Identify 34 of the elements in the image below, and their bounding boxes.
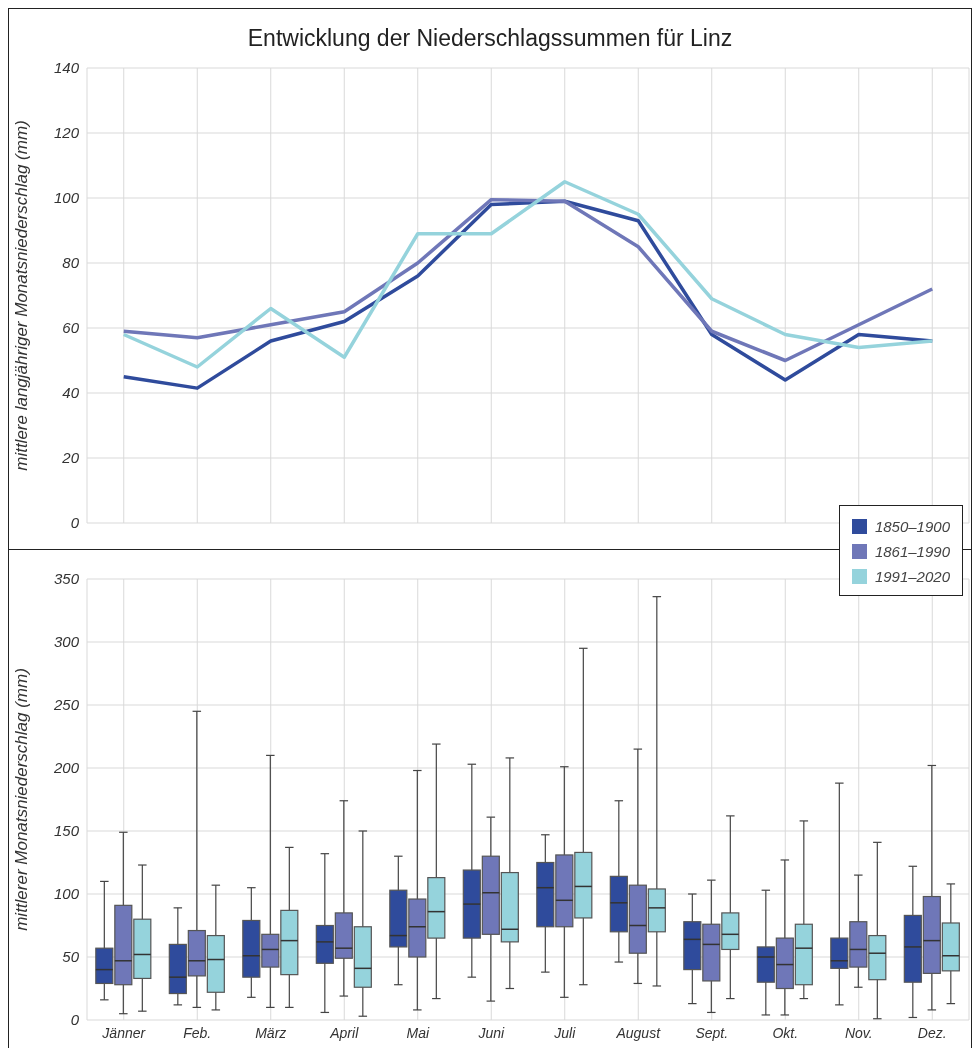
legend-label: 1861–1990 (874, 543, 950, 560)
y-tick-label: 50 (62, 948, 80, 966)
y-tick-label: 40 (62, 384, 80, 402)
y-tick-label: 140 (53, 59, 80, 77)
y-axis-title: mittlerer Monatsniederschlag (mm) (12, 668, 32, 931)
x-tick-label: Feb. (183, 1024, 212, 1041)
x-tick-label: Mai (406, 1024, 430, 1041)
chart-title: Entwicklung der Niederschlagssummen für Linz (246, 25, 734, 52)
x-tick-label: Nov. (844, 1024, 873, 1041)
x-tick-label: März (255, 1024, 287, 1041)
y-axis-title: mittlere langjähriger Monatsniederschlag (mm) (12, 120, 32, 471)
y-tick-label: 100 (53, 189, 80, 207)
x-tick-label: April (329, 1024, 360, 1041)
y-tick-label: 60 (62, 319, 80, 337)
y-tick-label: 200 (52, 759, 80, 777)
y-tick-label: 20 (61, 449, 80, 467)
y-tick-label: 300 (53, 633, 80, 651)
y-tick-label: 250 (52, 696, 80, 714)
y-tick-label: 80 (62, 254, 80, 272)
y-tick-label: 120 (53, 124, 80, 142)
x-tick-label: Dez. (917, 1024, 947, 1041)
x-tick-label: Sept. (695, 1024, 729, 1041)
x-tick-label: August (615, 1024, 662, 1041)
y-tick-label: 350 (53, 570, 80, 588)
legend-label: 1850–1900 (874, 518, 950, 535)
x-tick-label: Juni (477, 1024, 505, 1041)
y-tick-label: 100 (53, 885, 80, 903)
x-tick-label: Jänner (101, 1024, 147, 1041)
y-tick-label: 150 (53, 822, 80, 840)
y-tick-label: 0 (70, 514, 80, 532)
x-tick-label: Juli (553, 1024, 577, 1041)
x-tick-label: Okt. (772, 1024, 799, 1041)
y-tick-label: 0 (70, 1011, 80, 1029)
legend-label: 1991–2020 (874, 568, 950, 585)
